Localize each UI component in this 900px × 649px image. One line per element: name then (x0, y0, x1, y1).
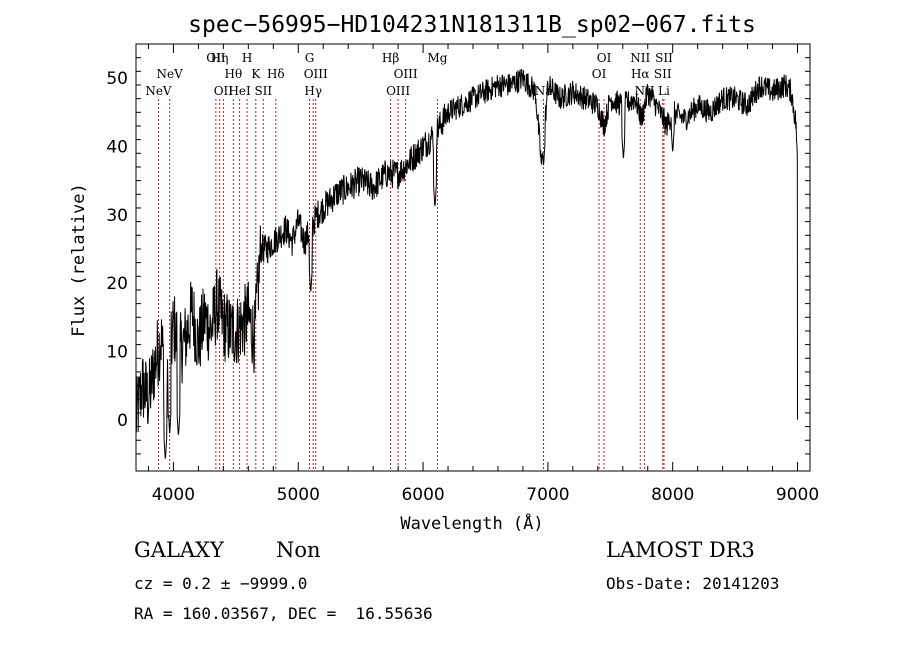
line-label: Hθ (225, 67, 243, 81)
line-label: OII (206, 51, 226, 65)
y-axis-label: Flux (relative) (69, 183, 89, 337)
line-label: NII (630, 51, 650, 65)
line-label: Li (658, 84, 670, 98)
line-label: OI (592, 67, 607, 81)
line-label: Hβ (382, 51, 399, 65)
redshift-cz: cz = 0.2 ± −9999.0 (134, 574, 308, 593)
chart-title: spec−56995−HD104231N181311B_sp02−067.fit… (188, 12, 756, 38)
line-label: K (251, 67, 261, 81)
line-label: H (242, 51, 252, 65)
object-subclass: Non (276, 538, 321, 562)
object-type: GALAXY (134, 538, 224, 562)
x-tick-label: 9000 (776, 485, 819, 505)
line-label: OIII (304, 67, 328, 81)
x-axis-label: Wavelength (Å) (400, 512, 543, 534)
line-label: Hδ (267, 67, 285, 81)
x-tick-label: 6000 (401, 485, 444, 505)
spectrum-line (135, 68, 798, 459)
line-label: Hα (631, 67, 650, 81)
line-label: SII (654, 67, 672, 81)
line-label: SII (655, 51, 673, 65)
y-tick-label: 40 (106, 137, 128, 157)
y-tick-label: 50 (106, 69, 128, 89)
x-tick-label: 8000 (651, 485, 694, 505)
coordinates: RA = 160.03567, DEC = 16.55636 (134, 604, 433, 623)
line-label: NeV (157, 67, 184, 81)
x-tick-label: 4000 (152, 485, 195, 505)
survey-name: LAMOST DR3 (606, 538, 755, 562)
emission-line-markers (157, 99, 665, 471)
y-axis-ticks: 0 10 20 30 40 50 (106, 43, 810, 455)
y-tick-label: 30 (106, 206, 128, 226)
line-label: OIII (386, 84, 410, 98)
line-label: HeI (228, 84, 251, 98)
line-label: G (305, 51, 315, 65)
line-label: Hγ (304, 84, 322, 98)
y-tick-label: 0 (117, 411, 128, 431)
line-label: Hη (211, 51, 229, 65)
line-label: NeV (145, 84, 172, 98)
observation-date: Obs-Date: 20141203 (606, 574, 780, 593)
line-label: SII (254, 84, 272, 98)
line-label: Mg (427, 51, 447, 65)
line-label: OIII (394, 67, 418, 81)
y-tick-label: 10 (106, 342, 128, 362)
line-label: OI (597, 51, 612, 65)
x-tick-label: 5000 (277, 485, 320, 505)
emission-line-labels: NeVNeVOIIHηOIIHθHeIHKSIIHδGOIIIHγHβOIIIO… (145, 51, 673, 98)
y-tick-label: 20 (106, 274, 128, 294)
x-axis-ticks: 4000 5000 6000 7000 8000 9000 (147, 44, 819, 505)
x-tick-label: 7000 (526, 485, 569, 505)
line-label: OII (214, 84, 234, 98)
